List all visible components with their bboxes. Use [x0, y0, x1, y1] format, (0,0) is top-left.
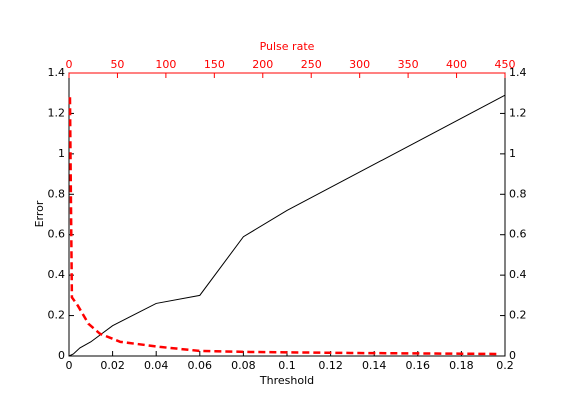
x-tick-label: 0.16 — [406, 359, 431, 372]
x2-tick-label: 50 — [110, 58, 124, 71]
y2-tick-label: 1.2 — [509, 106, 527, 119]
x2-tick-label: 0 — [66, 58, 73, 71]
data-line — [68, 94, 506, 357]
x2-tick-label: 100 — [155, 58, 176, 71]
y-tick-label: 1.4 — [48, 66, 66, 79]
x-tick-label: 0.18 — [449, 359, 474, 372]
y2-tick-label: 0 — [509, 349, 516, 362]
y-tick-label: 0.2 — [48, 309, 66, 322]
x-tick-label: 0.02 — [100, 359, 125, 372]
x-tick-label: 0.2 — [496, 359, 514, 372]
x2-tick-label: 150 — [204, 58, 225, 71]
x-tick-label: 0.04 — [144, 359, 169, 372]
y2-tick-label: 0.4 — [509, 268, 527, 281]
x2-tick-label: 250 — [301, 58, 322, 71]
y2-tick-label: 1 — [509, 147, 516, 160]
y-tick-label: 0.4 — [48, 268, 66, 281]
y2-tick-label: 1.4 — [509, 66, 527, 79]
x2-tick-label: 400 — [446, 58, 467, 71]
x-tick-label: 0.12 — [318, 359, 343, 372]
x-axis-label: Threshold — [259, 374, 314, 387]
x2-axis-label: Pulse rate — [260, 40, 315, 53]
x-tick-label: 0.14 — [362, 359, 387, 372]
x-tick-label: 0.1 — [278, 359, 296, 372]
x-tick-label: 0.08 — [231, 359, 256, 372]
y-tick-label: 0.6 — [48, 228, 66, 241]
x-tick-label: 0.06 — [188, 359, 213, 372]
y2-tick-label: 0.8 — [509, 187, 527, 200]
x-tick-label: 0 — [66, 359, 73, 372]
data-line — [68, 97, 501, 356]
y2-tick-label: 0.6 — [509, 228, 527, 241]
y-tick-label: 1.2 — [48, 106, 66, 119]
x2-tick-label: 300 — [349, 58, 370, 71]
y-tick-label: 0 — [58, 349, 65, 362]
y2-tick-label: 0.2 — [509, 309, 527, 322]
y-tick-label: 1 — [58, 147, 65, 160]
y-tick-label: 0.8 — [48, 187, 66, 200]
x2-tick-label: 450 — [495, 58, 516, 71]
x2-tick-label: 350 — [398, 58, 419, 71]
y-axis-label: Error — [33, 200, 46, 227]
x2-tick-label: 200 — [252, 58, 273, 71]
